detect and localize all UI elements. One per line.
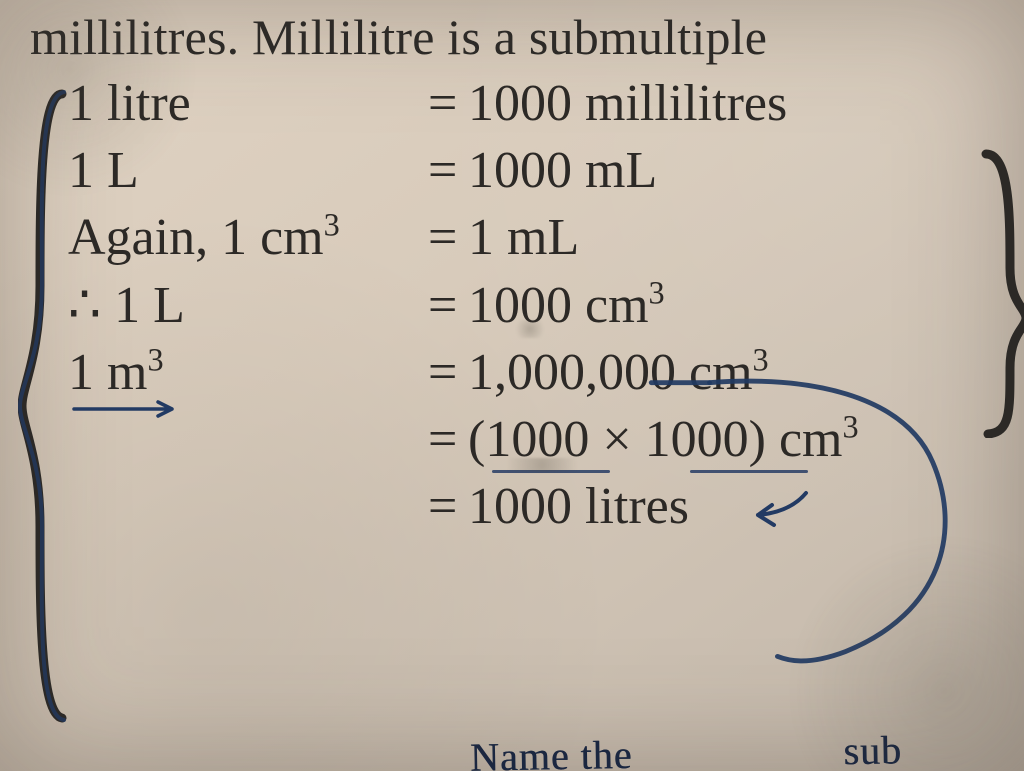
equation-rows: 1 litre = 1000 millilitres 1 L = 1000 mL… <box>68 74 1024 536</box>
headline-before: millilitres. <box>30 9 252 65</box>
handwriting-main: Name the <box>470 732 633 771</box>
handwriting-fragment: sub <box>843 727 902 771</box>
pen-arrow-icon <box>68 399 188 423</box>
row-eq: = <box>428 410 468 469</box>
row-eq: = <box>428 477 468 536</box>
row-right: 1 mL <box>468 208 1024 267</box>
row-right: 1000 cm3 <box>468 276 1024 335</box>
row-left: 1 L <box>68 141 428 200</box>
row-eq: = <box>428 208 468 267</box>
handwriting-note: Name the sub <box>470 726 903 771</box>
pen-underline <box>492 470 610 473</box>
content-block: millilitres. Millilitre is a submultiple… <box>30 8 1024 536</box>
row-right: 1000 litres <box>468 477 1024 536</box>
left-brace-icon <box>18 86 74 726</box>
pen-underline <box>690 470 808 473</box>
braced-region: 1 litre = 1000 millilitres 1 L = 1000 mL… <box>30 74 1024 536</box>
row-eq: = <box>428 343 468 402</box>
row-right: 1000 millilitres <box>468 74 1024 133</box>
pen-arrow-in-icon <box>744 487 814 533</box>
row-eq: = <box>428 74 468 133</box>
row-right-text: 1000 litres <box>468 478 689 535</box>
row-right: (1000 × 1000) cm3 <box>468 410 1024 469</box>
row-left: Again, 1 cm3 <box>68 208 428 267</box>
row-eq: = <box>428 141 468 200</box>
row-right: 1,000,000 cm3 <box>468 343 1024 402</box>
row-left: 1 litre <box>68 74 428 133</box>
row-left: 1 m3 <box>68 343 428 402</box>
row-right: 1000 mL <box>468 141 1024 200</box>
ink-smudge <box>512 320 548 338</box>
headline-after: Millilitre is a submultiple <box>252 9 767 65</box>
page-scan: millilitres. Millilitre is a submultiple… <box>0 0 1024 771</box>
row-eq: = <box>428 276 468 335</box>
row-left: ∴ 1 L <box>68 275 428 335</box>
headline: millilitres. Millilitre is a submultiple <box>30 8 1024 66</box>
